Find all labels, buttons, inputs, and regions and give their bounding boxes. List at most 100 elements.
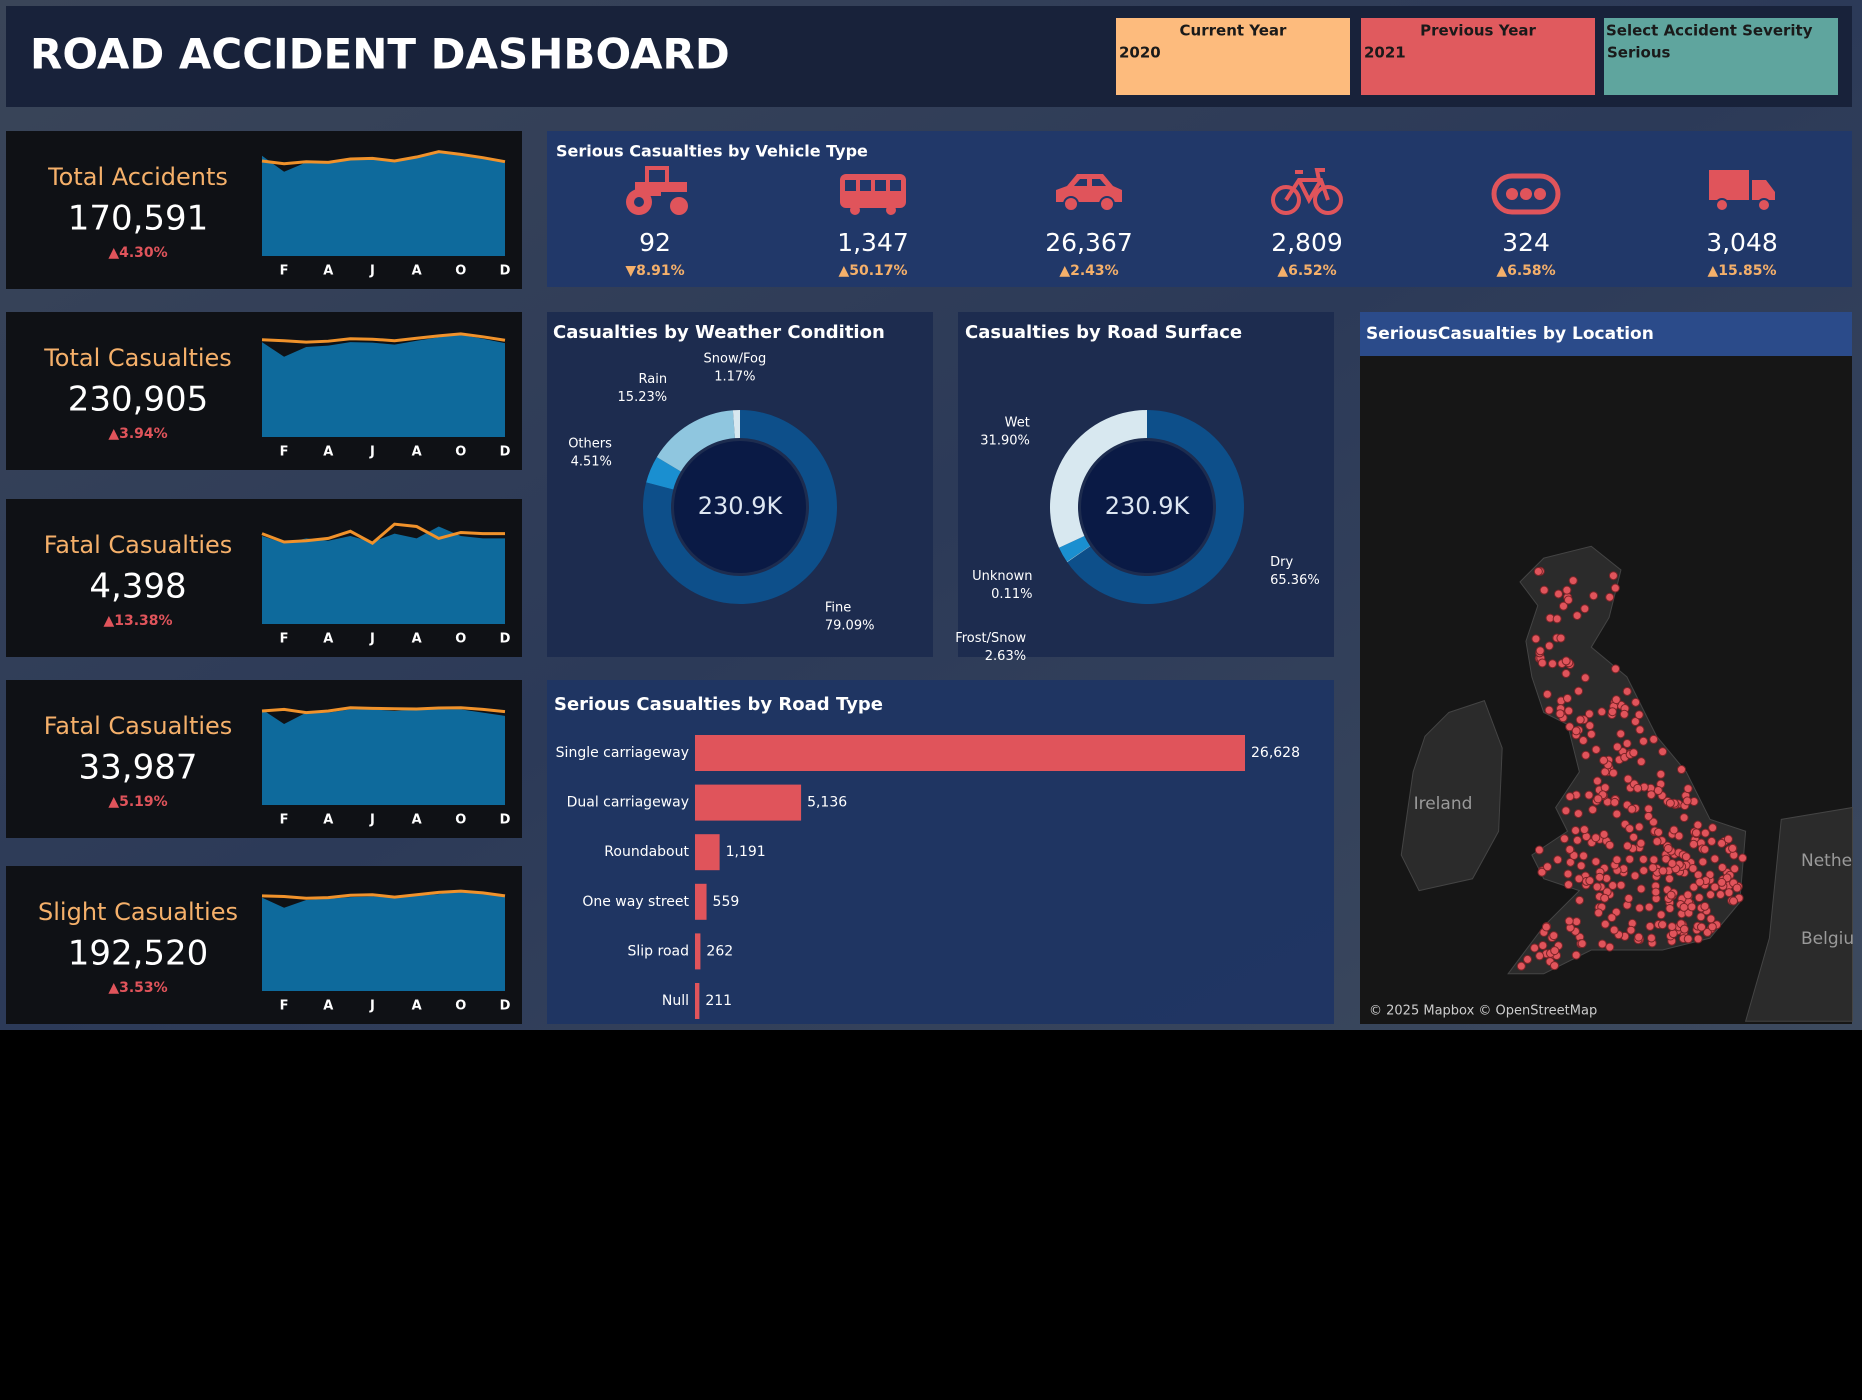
trend-area (262, 709, 505, 805)
map-dot (1562, 585, 1572, 595)
filter-value: Serious (1607, 44, 1670, 62)
filter-value: 2020 (1119, 44, 1161, 62)
map-dot (1572, 611, 1582, 621)
trend-axis-label: A (323, 445, 333, 460)
trend-axis-label: D (500, 999, 511, 1014)
empty-area (0, 1030, 1862, 1400)
icon-part (1099, 196, 1115, 212)
icon-part (1757, 198, 1771, 212)
map-dot (1644, 902, 1654, 912)
donut-center-label: 230.9K (698, 492, 784, 520)
kpi-value: 230,905 (68, 380, 209, 420)
map-dot (1634, 822, 1644, 832)
map-dot (1654, 827, 1664, 837)
map-dot (1594, 908, 1604, 918)
trend-line (261, 332, 506, 344)
trend-axis-label: F (280, 999, 289, 1014)
map-dot (1544, 705, 1554, 715)
bar-value-label: 1,191 (726, 844, 766, 860)
trend-axis-label: F (280, 445, 289, 460)
filter-label: Select Accident Severity (1606, 22, 1813, 40)
map-dot (1581, 750, 1591, 760)
vehicle-change: ▼8.91% (625, 263, 684, 279)
map-dot (1585, 876, 1595, 886)
map-dot (1658, 866, 1668, 876)
map-dot (1687, 902, 1697, 912)
map-dot (1702, 927, 1712, 937)
icon-part (1271, 185, 1301, 215)
map-dot (1707, 922, 1717, 932)
donut-center-label: 230.9K (1105, 492, 1191, 520)
map-dot (1612, 855, 1622, 865)
map-dot (1564, 706, 1574, 716)
map-dot (1723, 834, 1733, 844)
map-dot (1574, 874, 1584, 884)
map-dot (1658, 747, 1668, 757)
trend-axis-label: D (500, 445, 511, 460)
donut-slice (1050, 410, 1147, 548)
map-dot (1563, 869, 1573, 879)
donut-label-name: Fine (825, 601, 851, 616)
vehicle-icon (840, 174, 906, 215)
bar (695, 735, 1245, 771)
trend-axis-label: A (323, 632, 333, 647)
vehicle-change: ▲6.52% (1277, 263, 1336, 279)
map-dot (1700, 844, 1710, 854)
bar-value-label: 5,136 (807, 795, 847, 811)
icon-part (1506, 188, 1518, 200)
map-dot (1595, 872, 1605, 882)
map-dot (1572, 917, 1582, 927)
map-dot (1523, 954, 1533, 964)
donut-center (674, 441, 806, 573)
map-dot (1658, 920, 1668, 930)
map-dot (1563, 595, 1573, 605)
map-dot (1665, 798, 1675, 808)
map-dot (1627, 804, 1637, 814)
vehicle-change: ▲50.17% (838, 263, 907, 279)
map-dot (1683, 890, 1693, 900)
bar-category: Single carriageway (556, 745, 689, 761)
trend-axis-label: F (280, 813, 289, 828)
icon-part (850, 205, 860, 215)
map-dot (1717, 863, 1727, 873)
map-dot (1549, 931, 1559, 941)
map-dot (1622, 738, 1632, 748)
trend-axis-label: J (369, 999, 375, 1014)
map-dot (1674, 831, 1684, 841)
map-dot (1700, 901, 1710, 911)
map-dot (1592, 882, 1602, 892)
map-dot (1544, 641, 1554, 651)
map-dot (1738, 853, 1748, 863)
trend-axis-label: A (412, 813, 422, 828)
map-dot (1631, 697, 1641, 707)
vehicle-change: ▲6.58% (1496, 263, 1555, 279)
map-dot (1569, 850, 1579, 860)
map-dot (1593, 794, 1603, 804)
map-dot (1665, 903, 1675, 913)
trend-axis-label: D (500, 632, 511, 647)
icon-part (670, 197, 688, 215)
map-dot (1574, 686, 1584, 696)
trend-axis-label: A (323, 813, 333, 828)
donut-slice (1067, 410, 1245, 604)
trend-axis-label: A (412, 632, 422, 647)
vehicle-change: ▲15.85% (1707, 263, 1776, 279)
icon-part (1520, 188, 1532, 200)
map-dot (1571, 825, 1581, 835)
map-dot (1591, 745, 1601, 755)
panel-title: Casualties by Weather Condition (553, 322, 885, 343)
donut-label-name: Rain (639, 372, 668, 387)
map-dot (1646, 933, 1656, 943)
map-place-label: Belgiu (1801, 929, 1854, 949)
map-dot (1629, 748, 1639, 758)
panel-title: Casualties by Road Surface (965, 322, 1242, 343)
map-dot (1698, 857, 1708, 867)
bar-category: One way street (582, 894, 689, 910)
vehicle-icon (1491, 173, 1561, 215)
map-dot (1622, 686, 1632, 696)
donut-label-value: 1.17% (714, 370, 755, 385)
map-dot (1630, 717, 1640, 727)
donut-label-name: Unknown (972, 569, 1032, 584)
kpi-value: 33,987 (79, 748, 198, 788)
map-dot (1559, 834, 1569, 844)
